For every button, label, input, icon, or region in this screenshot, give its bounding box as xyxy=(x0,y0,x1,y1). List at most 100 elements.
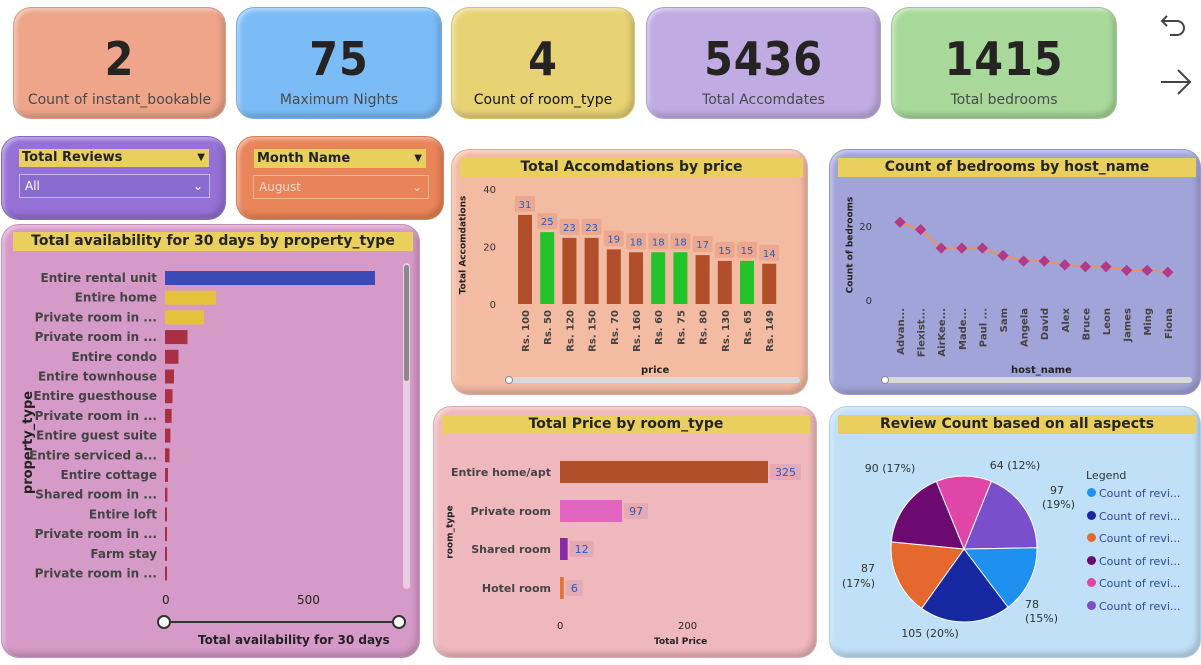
legend-label: Count of revi... xyxy=(1099,599,1181,613)
price-title: Total Accomdations by price xyxy=(460,158,803,177)
reviews-panel: Review Count based on all aspects 97 (19%… xyxy=(829,406,1201,658)
roomprice-data-label-bg xyxy=(770,464,801,480)
price-data-label-bg xyxy=(737,241,757,258)
legend-item[interactable]: Count of revi... xyxy=(1087,487,1180,500)
pie-data-label: 90 (17%) xyxy=(865,462,916,475)
price-bar xyxy=(540,232,555,304)
bedrooms-point xyxy=(1141,264,1153,277)
price-bar xyxy=(695,255,710,304)
kpi-value: 75 xyxy=(309,32,369,86)
price-data-label: 18 xyxy=(630,237,643,248)
reviews-title: Review Count based on all aspects xyxy=(838,415,1196,434)
chevron-down-icon: ▼ xyxy=(414,153,422,164)
legend-item[interactable]: Count of revi... xyxy=(1087,577,1180,590)
price-data-label: 31 xyxy=(519,200,532,211)
availability-bar xyxy=(165,271,375,285)
chevron-down-icon: ⌄ xyxy=(411,180,422,194)
pie-slice xyxy=(890,480,965,550)
availability-panel: Total availability for 30 days by proper… xyxy=(1,224,420,658)
legend-dot xyxy=(1087,510,1096,520)
bedrooms-category-label: Alex xyxy=(1061,307,1072,332)
availability-chart: Entire rental unit Entire home Private roo… xyxy=(29,271,375,581)
roomprice-panel: Total Price by room_type Entire home/apt… xyxy=(433,406,817,658)
bedrooms-scrollbar[interactable] xyxy=(882,377,1192,383)
bedrooms-panel: Count of bedrooms by host_name 0 20 Advan.… xyxy=(829,149,1201,395)
bedrooms-point xyxy=(894,216,906,228)
filter-month-header[interactable]: Month Name ▼ xyxy=(254,149,426,168)
availability-category-label: Entire guest suite xyxy=(36,429,157,443)
availability-range-slider[interactable] xyxy=(164,621,400,623)
pie-data-label-pct: (15%) xyxy=(1025,612,1058,625)
price-scrollbar[interactable] xyxy=(506,377,800,383)
roomprice-title: Total Price by room_type xyxy=(442,415,810,434)
kpi-label: Maximum Nights xyxy=(279,92,399,108)
price-data-label-bg xyxy=(692,236,713,253)
bedrooms-point xyxy=(1059,259,1071,271)
price-bar xyxy=(606,249,621,304)
legend-dot xyxy=(1087,533,1096,542)
availability-scroll-thumb[interactable] xyxy=(404,265,409,381)
bedrooms-category-label: Advan... xyxy=(896,308,907,355)
roomprice-bar xyxy=(560,461,768,483)
price-category-label: Rs. 65 xyxy=(743,310,754,345)
filter-month-select[interactable]: August ⌄ xyxy=(253,175,429,199)
bedrooms-category-label: Angela xyxy=(1020,308,1031,347)
legend-item[interactable]: Count of revi... xyxy=(1087,510,1180,523)
price-data-label: 23 xyxy=(563,223,576,234)
filter-reviews-header[interactable]: Total Reviews ▼ xyxy=(19,149,209,167)
kpi-value: 4 xyxy=(528,32,558,86)
price-data-label-bg xyxy=(581,218,602,235)
price-category-label: Rs. 80 xyxy=(699,310,710,345)
bedrooms-scroll-thumb[interactable] xyxy=(881,376,889,384)
filter-reviews-select[interactable]: All ⌄ xyxy=(19,174,210,198)
price-category-label: Rs. 150 xyxy=(588,310,599,352)
slider-handle-right[interactable] xyxy=(392,615,406,629)
kpi-label: Total bedrooms xyxy=(950,92,1058,108)
price-bar xyxy=(651,252,666,304)
availability-bar xyxy=(165,566,167,581)
arrow-right-icon[interactable] xyxy=(1158,66,1194,98)
bedrooms-category-label: Fiona xyxy=(1164,308,1175,339)
bedrooms-category-label: James xyxy=(1123,308,1134,343)
availability-bar xyxy=(165,408,172,423)
legend-item[interactable]: Count of revi... xyxy=(1087,532,1180,545)
legend-label: Count of revi... xyxy=(1099,532,1181,545)
bedrooms-y-tick: 20 xyxy=(859,222,872,233)
legend-item[interactable]: Count of revi... xyxy=(1087,600,1180,613)
price-data-label: 17 xyxy=(696,240,709,251)
availability-bar xyxy=(165,310,204,325)
price-bar xyxy=(717,260,732,304)
price-data-label: 25 xyxy=(541,217,554,228)
pie-data-label: 105 (20%) xyxy=(901,627,959,640)
price-scroll-thumb[interactable] xyxy=(505,376,513,384)
availability-bar xyxy=(165,290,216,305)
kpi-label: Count of room_type xyxy=(473,92,613,108)
bedrooms-category-label: David xyxy=(1040,308,1051,340)
undo-icon[interactable] xyxy=(1158,8,1190,40)
legend-label: Count of revi... xyxy=(1099,487,1181,500)
price-data-label-bg xyxy=(537,213,558,230)
price-data-label-bg xyxy=(714,241,735,258)
bedrooms-category-label: Sam xyxy=(999,308,1010,332)
bedrooms-point xyxy=(1017,255,1030,267)
availability-scrollbar[interactable] xyxy=(403,263,410,589)
price-data-label: 18 xyxy=(652,237,665,248)
price-category-label: Rs. 70 xyxy=(610,310,621,345)
roomprice-category-label: Private room xyxy=(471,505,551,518)
slider-handle-left[interactable] xyxy=(157,615,171,629)
availability-category-label: Entire loft xyxy=(89,507,157,521)
availability-tick-500: 500 xyxy=(297,593,320,607)
bedrooms-ylabel: Count of bedrooms xyxy=(845,196,856,294)
price-bar xyxy=(629,252,643,304)
price-data-label-bg xyxy=(559,218,580,235)
bedrooms-point xyxy=(1162,266,1174,278)
availability-bar xyxy=(165,487,168,502)
availability-bar xyxy=(165,507,167,522)
pie-data-label: 97 xyxy=(1050,484,1064,497)
availability-bar xyxy=(165,546,167,561)
legend-item[interactable]: Count of revi... xyxy=(1087,555,1180,568)
filter-month-name: Month Name ▼ August ⌄ xyxy=(236,136,444,220)
legend-title: Legend xyxy=(1086,469,1127,482)
bedrooms-category-label: Paul ... xyxy=(978,308,989,347)
availability-bar xyxy=(165,369,174,384)
